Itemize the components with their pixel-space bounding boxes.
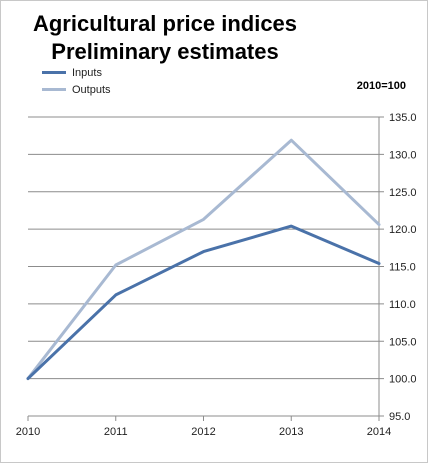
y-tick-label-115.0: 115.0 bbox=[389, 262, 416, 274]
legend-item-outputs: Outputs bbox=[42, 81, 111, 98]
series-line-outputs bbox=[26, 138, 381, 381]
y-tick-label-105.0: 105.0 bbox=[389, 336, 417, 348]
series-line-inputs bbox=[26, 224, 381, 381]
x-tick-label-2010: 2010 bbox=[16, 426, 40, 438]
x-tick-label-2012: 2012 bbox=[191, 426, 215, 438]
legend-swatch-outputs bbox=[42, 88, 66, 91]
legend-swatch-inputs bbox=[42, 71, 66, 74]
y-tick-label-125.0: 125.0 bbox=[389, 187, 417, 199]
y-tick-label-100.0: 100.0 bbox=[389, 374, 417, 386]
y-tick-label-130.0: 130.0 bbox=[389, 149, 417, 161]
legend-label-outputs: Outputs bbox=[72, 83, 111, 96]
legend-label-inputs: Inputs bbox=[72, 66, 102, 79]
y-tick-label-135.0: 135.0 bbox=[389, 112, 417, 124]
x-tick-label-2014: 2014 bbox=[367, 426, 391, 438]
x-tick-label-2011: 2011 bbox=[104, 426, 128, 438]
chart-title: Agricultural price indices Preliminary e… bbox=[0, 10, 330, 66]
base-note: 2010=100 bbox=[356, 80, 406, 92]
chart-title-line-2: Preliminary estimates bbox=[51, 39, 279, 64]
legend: Inputs Outputs bbox=[42, 64, 111, 98]
chart-title-line-1: Agricultural price indices bbox=[32, 11, 298, 36]
legend-item-inputs: Inputs bbox=[42, 64, 111, 81]
y-tick-label-120.0: 120.0 bbox=[389, 224, 417, 236]
x-tick-label-2013: 2013 bbox=[279, 426, 303, 438]
y-tick-label-110.0: 110.0 bbox=[389, 299, 416, 311]
y-tick-label-95.0: 95.0 bbox=[389, 411, 410, 423]
